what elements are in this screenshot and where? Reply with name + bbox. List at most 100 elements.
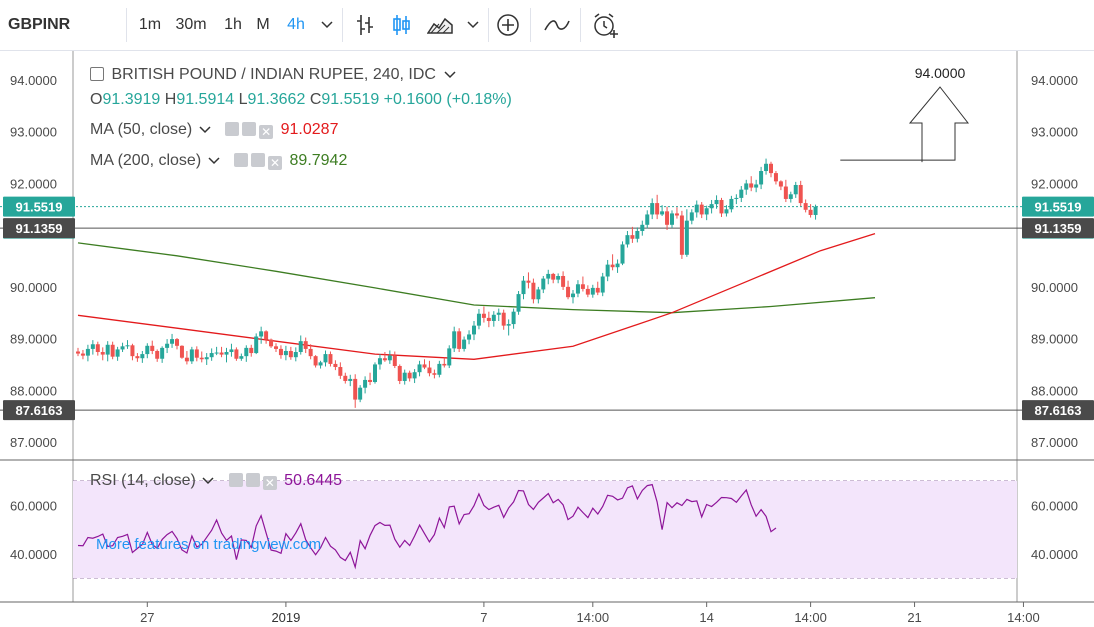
interval-menu-button[interactable] (314, 0, 340, 50)
change-value: +0.1600 (+0.18%) (383, 91, 512, 108)
candle-body (769, 163, 773, 174)
candle-body (625, 235, 630, 245)
candle-body (214, 352, 219, 354)
interval-1h[interactable]: 1h (224, 16, 242, 33)
candle-body (150, 345, 155, 351)
watermark-text[interactable]: More features on tradingview.com (96, 536, 321, 553)
candle-body (610, 264, 615, 268)
candle-body (387, 355, 392, 361)
settings-icon[interactable] (251, 153, 266, 167)
low-value: 91.3662 (247, 91, 306, 108)
candle-body (432, 373, 437, 375)
collapse-icon[interactable] (90, 67, 104, 81)
interval-M[interactable]: M (256, 16, 270, 33)
legend-title: BRITISH POUND / INDIAN RUPEE, 240, IDC (111, 66, 436, 83)
candle-body (798, 184, 803, 204)
close-icon[interactable]: ✕ (268, 156, 283, 170)
candle-body (670, 213, 674, 225)
candle-body (452, 331, 457, 349)
visibility-icon[interactable] (225, 122, 240, 136)
candle-body (808, 209, 813, 215)
close-icon[interactable]: ✕ (262, 476, 277, 490)
settings-icon[interactable] (242, 122, 257, 136)
candle-body (313, 356, 318, 366)
candle-body (764, 163, 769, 172)
visibility-icon[interactable] (234, 153, 249, 167)
candle-body (184, 357, 189, 362)
candle-body (813, 206, 818, 215)
candle-body (754, 184, 759, 188)
annotation-text: 94.0000 (915, 65, 966, 81)
area-chart-button[interactable] (420, 0, 460, 50)
candle-body (298, 341, 303, 353)
plus-circle-icon (497, 14, 519, 36)
visibility-icon[interactable] (228, 473, 243, 487)
candle-body (120, 346, 125, 350)
candle-body (288, 350, 293, 358)
candle-body (397, 365, 402, 381)
rsi-label[interactable]: RSI (14, close) (90, 472, 196, 489)
candle-body (481, 313, 486, 318)
candle-body (788, 194, 793, 199)
time-tick-label: 27 (140, 610, 154, 625)
compare-icon (544, 20, 570, 31)
candle-body (640, 224, 645, 232)
candle-body (660, 211, 665, 215)
candle-body (85, 348, 90, 356)
compare-button[interactable] (536, 0, 578, 50)
price-badge-label: 91.1359 (16, 221, 63, 236)
candle-body (95, 344, 100, 353)
chevron-down-icon[interactable] (202, 477, 214, 485)
high-value: 91.5914 (176, 91, 235, 108)
price-tick-label: 94.0000 (10, 73, 57, 88)
candle-body (749, 183, 754, 188)
chart-type-menu-button[interactable] (460, 0, 486, 50)
price-badge-label: 91.5519 (16, 200, 63, 215)
candle-body (580, 284, 585, 289)
chevron-down-icon[interactable] (199, 126, 211, 134)
alert-button[interactable] (586, 0, 626, 50)
symbol-search[interactable]: GBPINR (8, 16, 71, 33)
close-value: 91.5519 (321, 91, 380, 108)
settings-icon[interactable] (245, 473, 260, 487)
candle-body (462, 339, 467, 349)
ma50-label[interactable]: MA (50, close) (90, 121, 193, 138)
candle-body (793, 184, 798, 195)
candle-body (447, 348, 452, 366)
add-indicator-button[interactable] (492, 0, 524, 50)
candle-body (155, 350, 160, 359)
price-tick-label: 87.0000 (10, 435, 57, 450)
candle-body (338, 367, 343, 376)
candle-body (783, 186, 788, 199)
candle-body (323, 354, 328, 363)
candle-body (442, 363, 447, 366)
candle-body (264, 331, 269, 340)
candle-body (382, 358, 387, 361)
candle-body (343, 375, 348, 381)
ma50-legend: MA (50, close) ✕ 91.0287 (90, 121, 338, 139)
interval-1m[interactable]: 1m (138, 16, 162, 33)
candles-button[interactable] (384, 0, 418, 50)
candle-body (145, 345, 150, 355)
candle-body (655, 203, 660, 215)
ma200-legend: MA (200, close) ✕ 89.7942 (90, 152, 347, 170)
chart-canvas[interactable]: 94.0000 94.0000 93.0000 93.0000 92.0000 92.00… (0, 51, 1094, 627)
candles-icon (393, 15, 410, 35)
candle-body (516, 294, 521, 312)
candle-body (199, 357, 204, 360)
price-badge (1022, 218, 1094, 239)
candle-body (283, 350, 288, 356)
interval-4h[interactable]: 4h (287, 16, 305, 33)
interval-30m[interactable]: 30m (175, 16, 207, 33)
chevron-down-icon[interactable] (208, 157, 220, 165)
close-icon[interactable]: ✕ (259, 125, 274, 139)
ma200-label[interactable]: MA (200, close) (90, 152, 202, 169)
candle-body (170, 339, 175, 344)
bar-chart-button[interactable] (348, 0, 382, 50)
price-badge (3, 196, 75, 217)
area-chart-icon (427, 17, 453, 34)
candle-body (105, 344, 110, 355)
candle-body (778, 181, 783, 187)
candle-body (719, 199, 724, 214)
chevron-down-icon[interactable] (444, 71, 456, 79)
